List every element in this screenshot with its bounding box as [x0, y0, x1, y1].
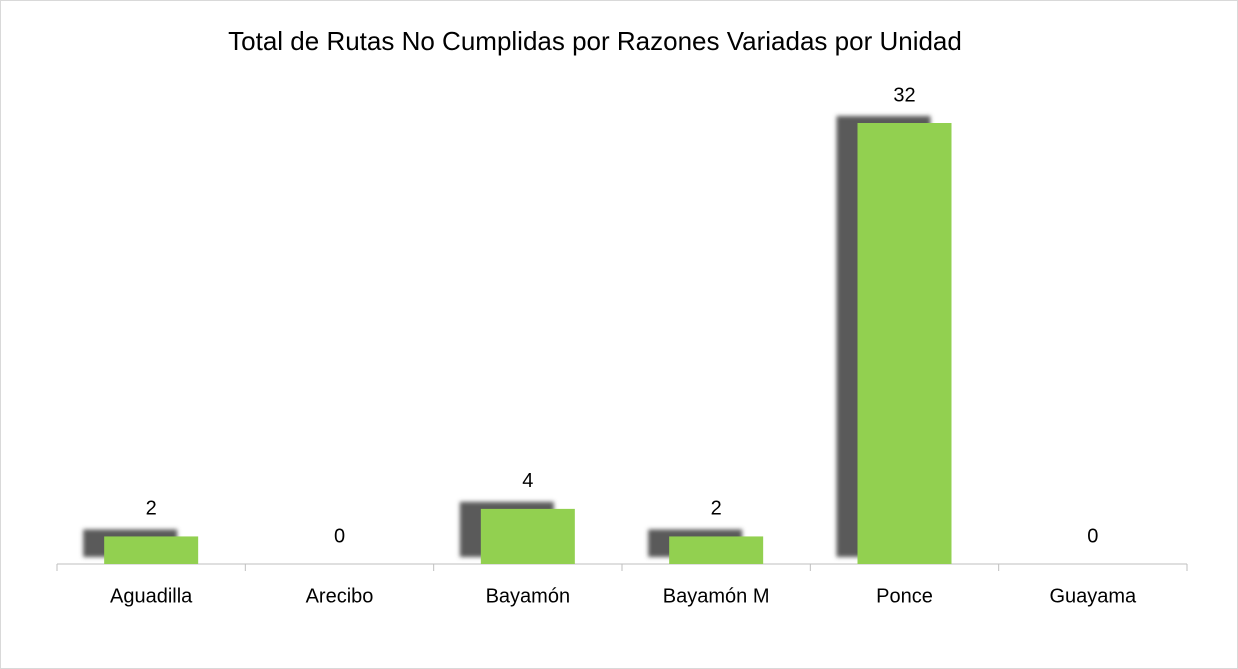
chart-title: Total de Rutas No Cumplidas por Razones … [228, 26, 962, 56]
x-tick-label: Bayamón [486, 585, 571, 607]
bar [669, 536, 764, 564]
data-label: 32 [893, 84, 915, 106]
data-label: 4 [522, 470, 533, 492]
bar [104, 536, 199, 564]
x-tick-label: Bayamón M [663, 585, 770, 607]
x-tick-label: Arecibo [306, 585, 374, 607]
x-tick-label: Ponce [876, 585, 933, 607]
data-label: 0 [1087, 525, 1098, 547]
data-label: 2 [711, 498, 722, 520]
x-tick-label: Guayama [1049, 585, 1137, 607]
bar [857, 123, 952, 564]
bar [480, 508, 575, 564]
x-tick-label: Aguadilla [110, 585, 193, 607]
data-label: 0 [334, 525, 345, 547]
data-label: 2 [146, 498, 157, 520]
